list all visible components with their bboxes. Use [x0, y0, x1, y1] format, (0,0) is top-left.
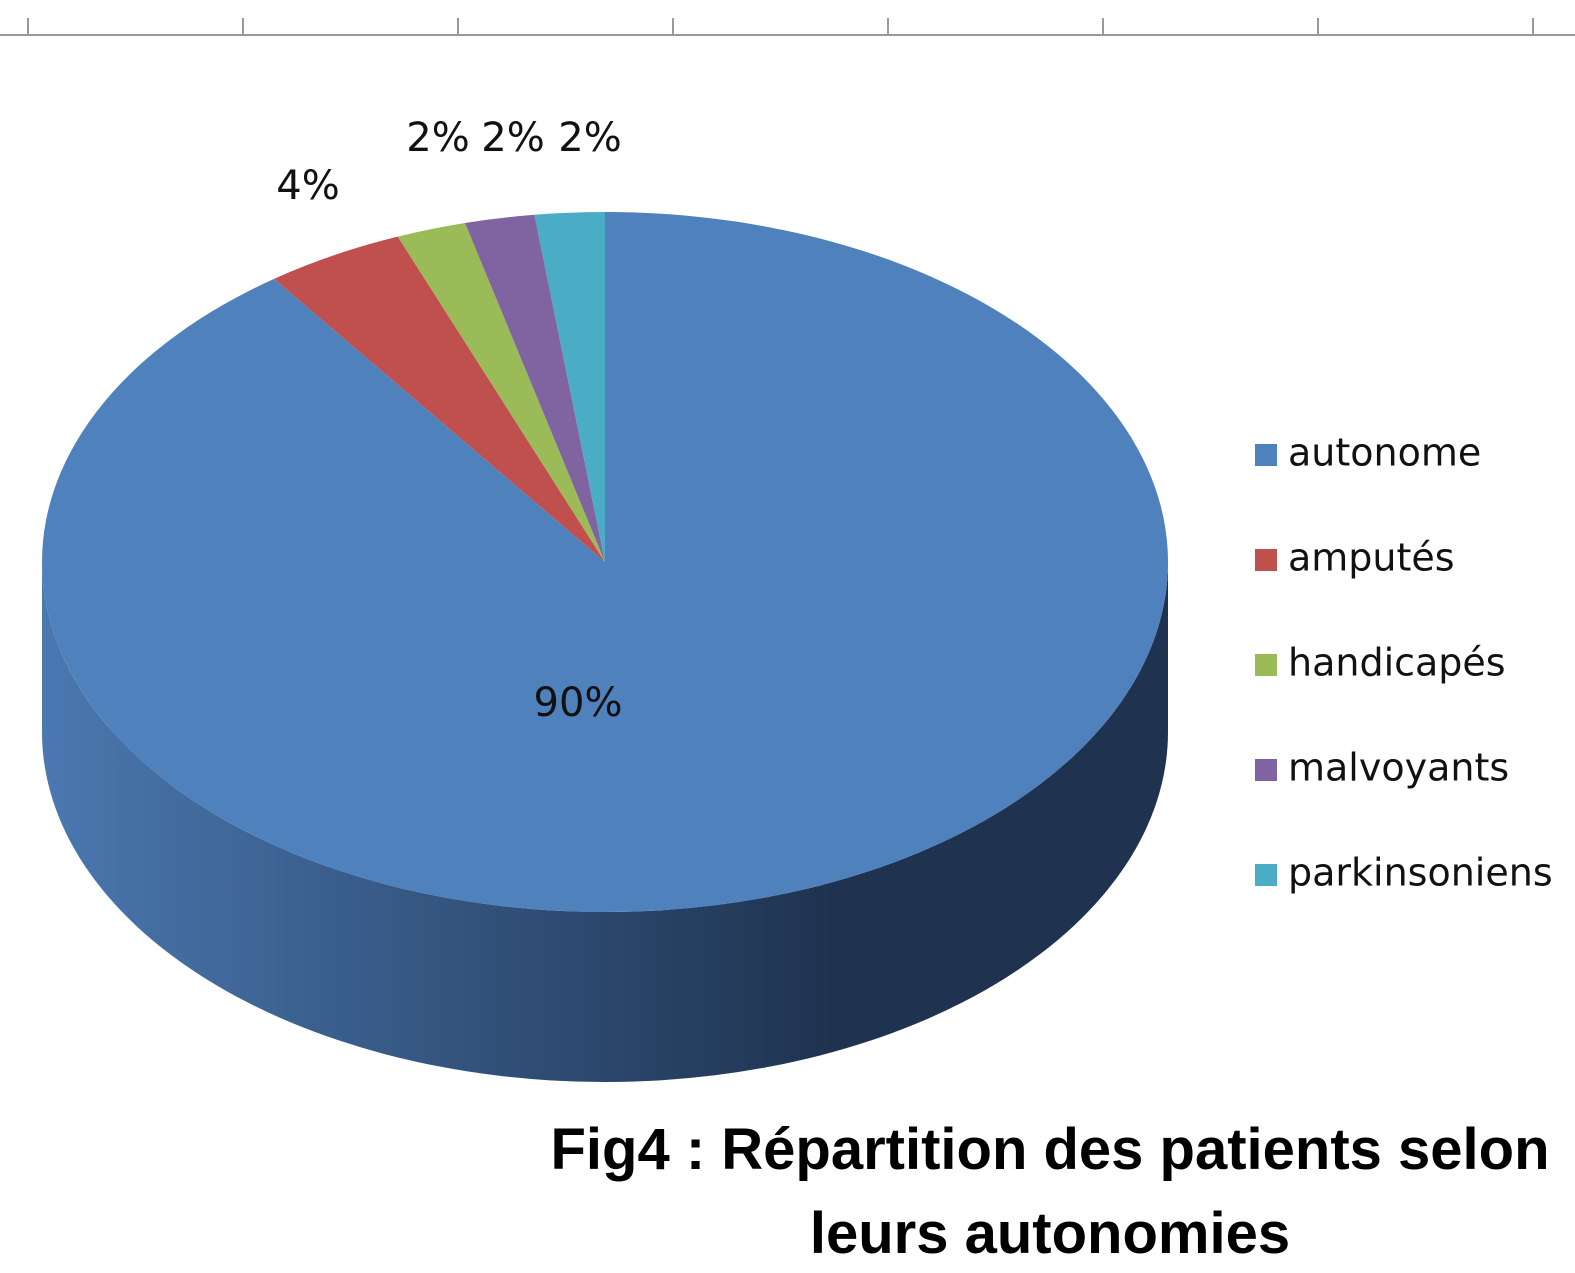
chart-title: Fig4 : Répartition des patients selon le…	[550, 1117, 1550, 1266]
ruler	[0, 18, 1575, 36]
data-label: 2%	[481, 115, 544, 161]
slice-side	[42, 562, 1168, 1082]
legend-label: parkinsoniens	[1288, 851, 1553, 895]
slice	[534, 212, 605, 562]
legend-swatch	[1255, 759, 1277, 781]
legend-label: amputés	[1288, 536, 1455, 580]
legend-swatch	[1255, 654, 1277, 676]
data-label: 4%	[276, 163, 339, 209]
data-label: 90%	[534, 680, 623, 726]
legend-swatch	[1255, 864, 1277, 886]
legend-label: malvoyants	[1288, 746, 1509, 790]
legend-swatch	[1255, 549, 1277, 571]
slice	[464, 214, 605, 562]
data-label: 2%	[406, 115, 469, 161]
legend-label: handicapés	[1288, 641, 1506, 685]
slice	[42, 212, 1169, 912]
data-label: 2%	[558, 115, 621, 161]
legend-swatch	[1255, 444, 1277, 466]
slice	[274, 236, 605, 562]
legend-label: autonome	[1288, 431, 1481, 475]
slice	[397, 222, 605, 562]
